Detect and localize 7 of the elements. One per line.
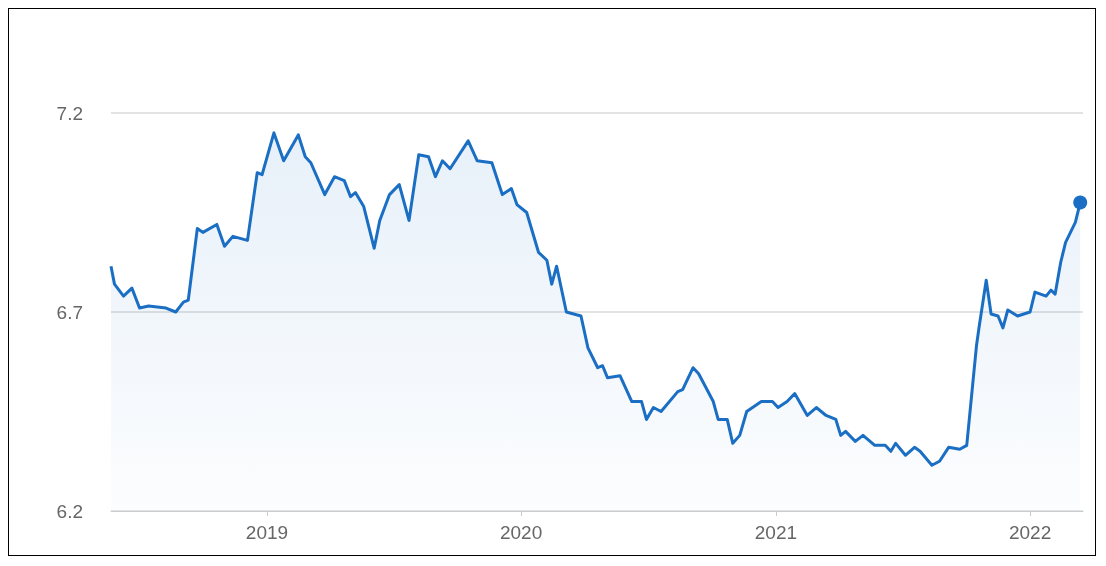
y-tick-label: 6.2 (56, 500, 83, 522)
x-tick-label: 2022 (1008, 522, 1052, 543)
x-tick-label: 2021 (754, 522, 798, 543)
x-tick-label: 2020 (499, 522, 543, 543)
y-tick-label: 7.2 (56, 102, 83, 124)
y-tick-label: 6.7 (56, 301, 83, 323)
x-tick-label: 2019 (245, 522, 289, 543)
